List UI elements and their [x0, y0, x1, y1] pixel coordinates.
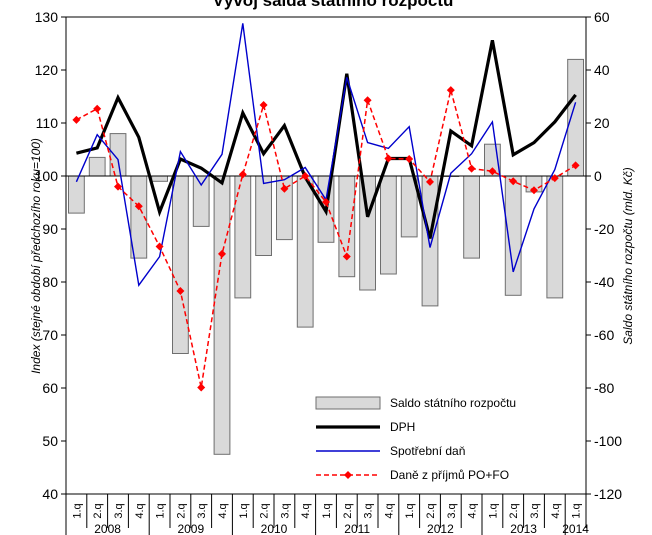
x-tick-label: 3.q	[113, 503, 125, 518]
bar-saldo-6	[173, 176, 189, 354]
year-label: 2008	[94, 522, 121, 535]
y2-tick-label: 40	[594, 62, 610, 78]
legend-label-spot-ebn-da: Spotřební daň	[390, 444, 465, 458]
bar-saldo-18	[422, 176, 438, 306]
y-tick-label: 70	[42, 327, 58, 343]
x-tick-label: 4.q	[300, 503, 312, 518]
y-tick-label: 120	[35, 62, 59, 78]
legend-swatch-saldo-st-tn-ho-rozpo-tu	[316, 397, 380, 409]
chart-title: Vývoj salda státního rozpočtu	[213, 0, 454, 10]
y-tick-label: 60	[42, 380, 58, 396]
y-tick-label: 80	[42, 274, 58, 290]
x-tick-label: 4.q	[383, 503, 395, 518]
year-label: 2010	[261, 522, 288, 535]
x-tick-label: 3.q	[529, 503, 541, 518]
y2-tick-label: 0	[594, 168, 602, 184]
y-tick-label: 50	[42, 433, 58, 449]
bar-saldo-2	[89, 157, 105, 176]
bar-saldo-8	[214, 176, 230, 454]
x-tick-label: 2.q	[259, 503, 271, 518]
x-tick-label: 1.q	[321, 503, 333, 518]
y2-tick-label: -20	[594, 221, 614, 237]
bar-saldo-14	[339, 176, 355, 277]
legend-label-saldo-st-tn-ho-rozpo-tu: Saldo státního rozpočtu	[390, 396, 516, 410]
y-axis-label: Index (stejné období předchozího roku=10…	[29, 138, 43, 374]
y2-tick-label: 20	[594, 115, 610, 131]
y-tick-label: 110	[36, 115, 59, 131]
bar-saldo-3	[110, 134, 126, 176]
x-tick-label: 4.q	[134, 503, 146, 518]
x-tick-label: 2.q	[175, 503, 187, 518]
x-tick-label: 2.q	[425, 503, 437, 518]
x-tick-label: 2.q	[92, 503, 104, 518]
year-label: 2012	[427, 522, 454, 535]
x-tick-label: 4.q	[217, 503, 229, 518]
x-tick-label: 3.q	[446, 503, 458, 518]
x-tick-label: 3.q	[196, 503, 208, 518]
legend-label-dph: DPH	[390, 420, 415, 434]
x-tick-label: 2.q	[508, 503, 520, 518]
year-label: 2013	[510, 522, 537, 535]
y-tick-label: 40	[42, 486, 58, 502]
x-tick-label: 4.q	[550, 503, 562, 518]
x-tick-label: 1.q	[571, 503, 583, 518]
x-tick-label: 1.q	[487, 503, 499, 518]
bar-saldo-25	[568, 59, 584, 176]
bar-saldo-20	[464, 176, 480, 258]
y2-axis-label: Saldo státního rozpočtu (mld. Kč)	[621, 167, 635, 344]
year-label: 2009	[177, 522, 204, 535]
x-tick-label: 1.q	[155, 503, 167, 518]
y2-tick-label: -40	[594, 274, 614, 290]
bar-saldo-15	[360, 176, 376, 290]
legend-label-dan-z-p-jm-po-fo: Daně z příjmů PO+FO	[390, 468, 509, 482]
y2-tick-label: -120	[594, 486, 622, 502]
y-tick-label: 90	[42, 221, 58, 237]
bar-saldo-5	[152, 176, 168, 181]
year-label: 2014	[562, 522, 589, 535]
y2-tick-label: -60	[594, 327, 614, 343]
x-tick-label: 3.q	[363, 503, 375, 518]
x-tick-label: 3.q	[279, 503, 291, 518]
y2-tick-label: -80	[594, 380, 614, 396]
year-label: 2011	[344, 522, 370, 535]
y2-tick-label: 60	[594, 9, 610, 25]
bar-saldo-10	[256, 176, 272, 256]
bar-saldo-16	[381, 176, 397, 274]
x-tick-label: 1.q	[71, 503, 83, 518]
x-tick-label: 1.q	[238, 503, 250, 518]
y2-tick-label: -100	[594, 433, 622, 449]
x-tick-label: 1.q	[404, 503, 416, 518]
y-tick-label: 130	[35, 9, 59, 25]
bar-saldo-7	[193, 176, 209, 226]
bar-saldo-12	[297, 176, 313, 327]
x-tick-label: 2.q	[342, 503, 354, 518]
bar-saldo-24	[547, 176, 563, 298]
x-tick-label: 4.q	[467, 503, 479, 518]
